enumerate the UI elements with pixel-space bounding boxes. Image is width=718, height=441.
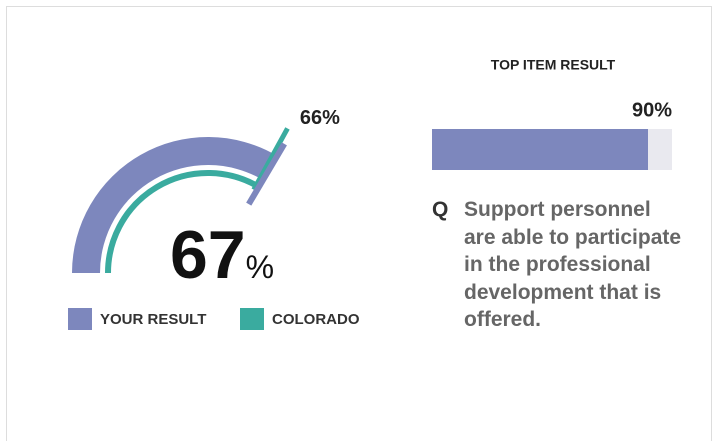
bar <box>432 129 648 170</box>
bar-title: TOP ITEM RESULT <box>491 57 616 73</box>
comparison-tick <box>251 127 290 191</box>
question-text: Support personnel are able to participat… <box>464 198 682 331</box>
legend-label: COLORADO <box>272 311 360 328</box>
gauge-band <box>72 137 278 273</box>
result-label: 67% <box>170 217 274 293</box>
result-tick <box>246 142 287 206</box>
legend-swatch <box>240 308 264 330</box>
comparison-arc <box>105 170 258 274</box>
legend-label: YOUR RESULT <box>100 311 206 328</box>
card-border <box>6 6 712 441</box>
question-prefix: Q <box>432 198 449 221</box>
bar-value-label: 90% <box>632 99 672 121</box>
comparison-label: 66% <box>300 107 340 129</box>
legend-swatch <box>68 308 92 330</box>
